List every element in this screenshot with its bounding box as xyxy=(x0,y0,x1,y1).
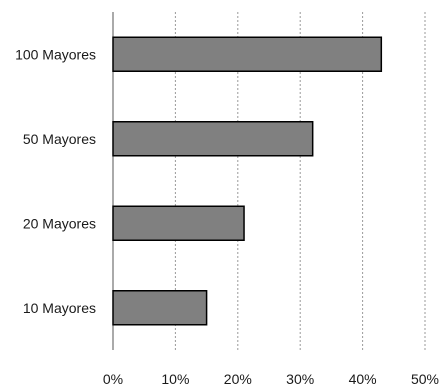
bar-100-mayores xyxy=(112,36,383,72)
category-labels: 100 Mayores 50 Mayores 20 Mayores 10 Mayore… xyxy=(15,46,96,316)
x-tick-label-50: 50% xyxy=(411,371,439,387)
x-tick-label-30: 30% xyxy=(286,371,314,387)
x-tick-labels: 0% 10% 20% 30% 40% 50% xyxy=(103,371,439,387)
x-tick-label-0: 0% xyxy=(103,371,123,387)
category-label-50-mayores: 50 Mayores xyxy=(23,131,96,147)
bar-10-mayores xyxy=(112,290,208,326)
bar-20-mayores xyxy=(112,205,245,241)
category-label-100-mayores: 100 Mayores xyxy=(15,46,96,62)
category-label-20-mayores: 20 Mayores xyxy=(23,215,96,231)
bar-50-mayores xyxy=(112,121,314,157)
x-tick-label-10: 10% xyxy=(161,371,189,387)
category-label-10-mayores: 10 Mayores xyxy=(23,300,96,316)
bars xyxy=(112,36,383,326)
x-tick-label-20: 20% xyxy=(224,371,252,387)
x-tick-label-40: 40% xyxy=(349,371,377,387)
